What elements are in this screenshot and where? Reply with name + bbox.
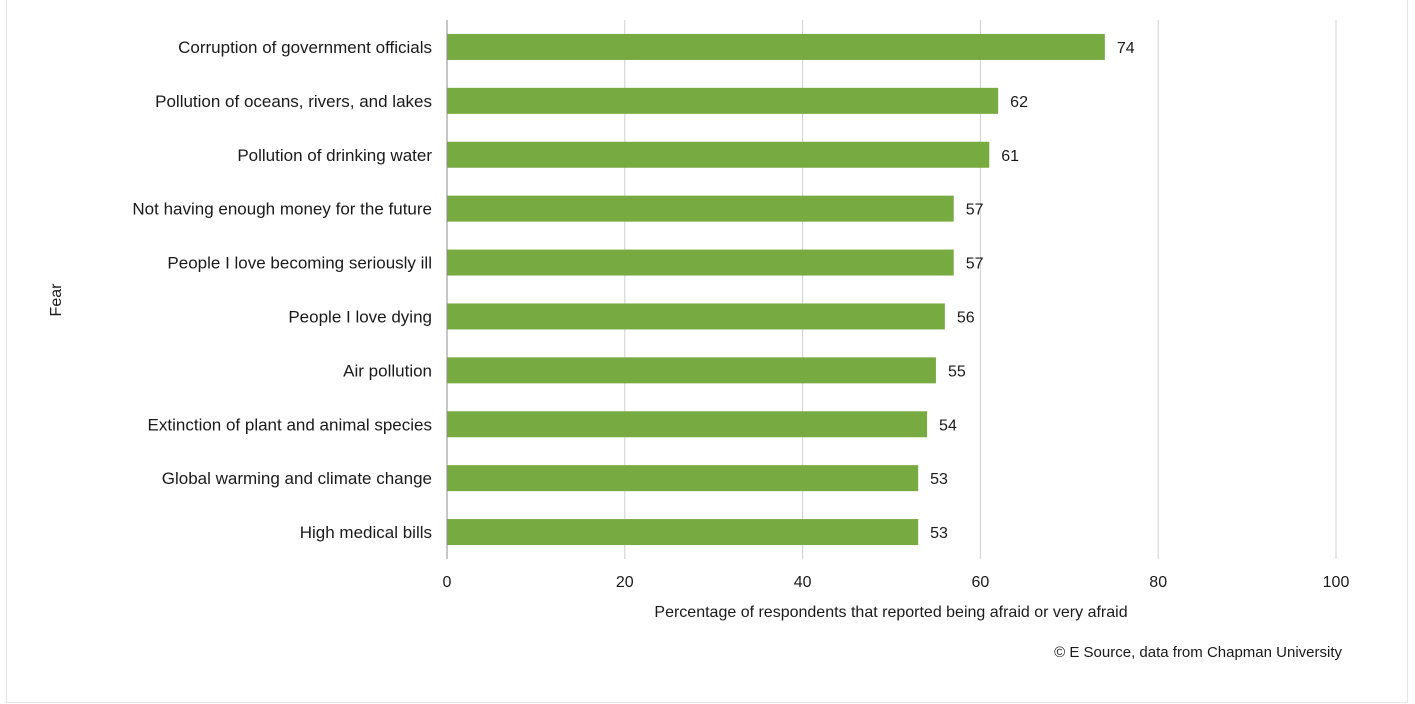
data-label: 62 xyxy=(1010,94,1028,111)
x-tick-label: 60 xyxy=(972,574,990,591)
category-label: Extinction of plant and animal species xyxy=(148,415,432,434)
bar xyxy=(447,411,928,438)
bar xyxy=(447,195,954,222)
bar xyxy=(447,249,954,276)
category-label: Pollution of drinking water xyxy=(237,146,432,165)
category-label: Global warming and climate change xyxy=(162,469,432,488)
data-labels: 74 62 61 57 57 56 55 54 53 53 xyxy=(930,40,1135,542)
bar xyxy=(447,87,999,114)
category-label: Pollution of oceans, rivers, and lakes xyxy=(155,92,432,111)
bar xyxy=(447,519,919,546)
data-label: 53 xyxy=(930,471,948,488)
data-label: 53 xyxy=(930,525,948,542)
category-label: People I love becoming seriously ill xyxy=(167,254,432,273)
x-axis-title: Percentage of respondents that reported … xyxy=(654,604,1127,621)
bars xyxy=(447,33,1105,546)
bar xyxy=(447,357,936,384)
bar xyxy=(447,465,919,492)
bar xyxy=(447,303,945,330)
data-label: 57 xyxy=(966,256,984,273)
data-label: 55 xyxy=(948,363,966,380)
source-credit: © E Source, data from Chapman University xyxy=(1054,644,1342,661)
category-label: People I love dying xyxy=(288,307,432,326)
data-label: 74 xyxy=(1117,40,1135,57)
x-tick-labels: 0 20 40 60 80 100 xyxy=(443,574,1350,591)
data-label: 57 xyxy=(966,202,984,219)
category-label: High medical bills xyxy=(300,523,432,542)
x-tick-label: 80 xyxy=(1149,574,1167,591)
data-label: 54 xyxy=(939,417,957,434)
category-label: Air pollution xyxy=(343,361,432,380)
chart-frame xyxy=(6,0,1408,703)
category-label: Not having enough money for the future xyxy=(132,200,432,219)
category-label: Corruption of government officials xyxy=(178,38,432,57)
bar xyxy=(447,141,990,168)
bar xyxy=(447,33,1105,60)
x-tick-label: 20 xyxy=(616,574,634,591)
y-axis-title: Fear xyxy=(48,283,65,317)
x-tick-label: 40 xyxy=(794,574,812,591)
category-labels: Corruption of government officials Pollut… xyxy=(132,38,432,542)
x-tick-label: 0 xyxy=(443,574,452,591)
data-label: 61 xyxy=(1001,148,1019,165)
x-tick-label: 100 xyxy=(1323,574,1350,591)
data-label: 56 xyxy=(957,309,975,326)
